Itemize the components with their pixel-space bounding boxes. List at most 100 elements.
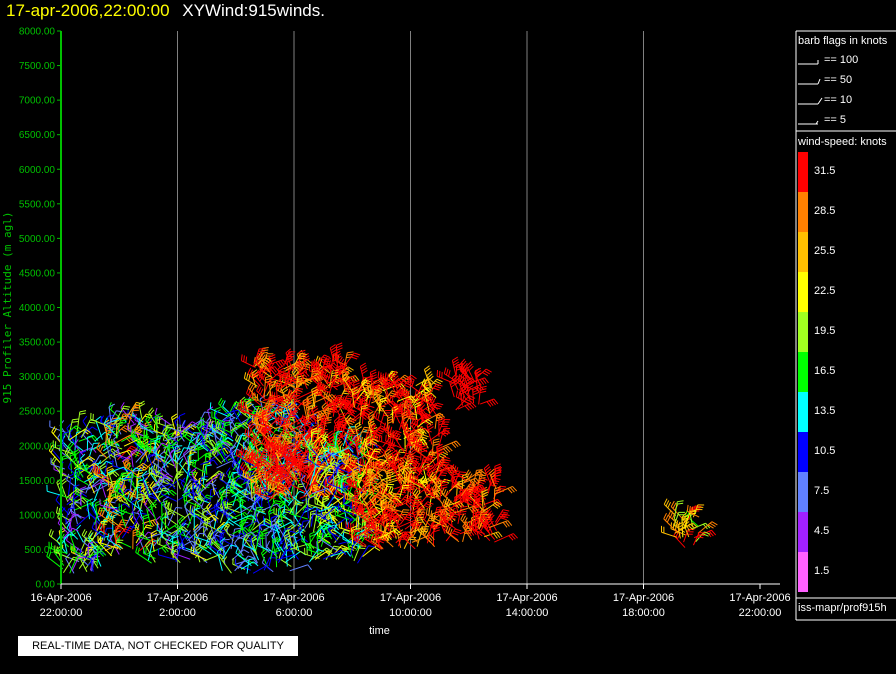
wind-barb-flag — [223, 491, 231, 494]
wind-barb-flag — [142, 462, 149, 468]
wind-barb-flag — [285, 376, 292, 381]
wind-barb — [167, 507, 177, 527]
wind-barb-flag — [294, 554, 299, 560]
wind-barb — [50, 463, 65, 470]
wind-barb — [74, 502, 93, 511]
wind-barb-flag — [331, 364, 337, 370]
wind-barb-flag — [261, 349, 269, 352]
wind-barb — [146, 508, 152, 526]
wind-barb — [268, 383, 273, 403]
wind-barb-flag — [211, 473, 218, 478]
wind-barb — [85, 476, 93, 494]
wind-barb-flag — [94, 466, 97, 474]
wind-barb-flag — [74, 451, 81, 456]
wind-barb-flag — [245, 535, 250, 542]
wind-barb-flag — [176, 524, 182, 529]
wind-barb-flag — [146, 413, 153, 417]
wind-barb-flag — [67, 461, 72, 468]
wind-barb-flag — [224, 441, 231, 446]
wind-barb-flag — [227, 512, 230, 519]
wind-barb-flag — [51, 426, 56, 433]
wind-barb-flag — [265, 518, 272, 523]
wind-barb-flag — [132, 528, 140, 532]
wind-barb-flag — [280, 360, 285, 366]
wind-barb — [53, 552, 65, 566]
wind-barb-flag — [338, 405, 345, 410]
wind-barb — [114, 489, 131, 502]
wind-barb-flag — [336, 344, 343, 349]
wind-barb — [176, 537, 185, 550]
wind-barb-flag — [70, 543, 72, 550]
wind-barb-flag — [107, 414, 115, 417]
wind-barb-flag — [144, 423, 152, 427]
wind-barb-flag — [117, 478, 122, 485]
wind-barb — [234, 406, 250, 419]
wind-barb-flag — [121, 417, 127, 423]
wind-barb — [245, 403, 251, 419]
wind-barb — [171, 417, 177, 436]
wind-barb-flag — [256, 371, 261, 378]
wind-barb — [270, 444, 279, 464]
wind-barb — [154, 413, 172, 426]
wind-barb — [69, 428, 86, 441]
wind-barb-flag — [199, 540, 202, 547]
wind-barb-flag — [163, 496, 169, 501]
wind-barb-flag — [161, 442, 169, 446]
wind-barb-flag — [196, 488, 201, 495]
wind-barb-flag — [207, 504, 213, 510]
wind-barb-flag — [142, 476, 149, 481]
wind-barb-flag — [206, 502, 211, 508]
wind-barb-flag — [183, 449, 189, 455]
wind-barb — [236, 433, 244, 449]
wind-barb-flag — [136, 401, 143, 405]
wind-barb-flag — [245, 488, 251, 494]
wind-barb-flag — [84, 463, 88, 470]
wind-barb — [227, 476, 243, 488]
wind-barb-flag — [180, 435, 185, 442]
wind-barb-flag — [192, 459, 195, 466]
wind-barb-flag — [215, 499, 219, 506]
wind-barb-flag — [109, 513, 113, 520]
wind-barb-flag — [214, 410, 219, 417]
wind-barb — [229, 490, 246, 503]
wind-barb — [160, 471, 174, 483]
wind-barb-flag — [183, 493, 190, 498]
wind-barb — [247, 387, 259, 400]
wind-barb-flag — [216, 502, 219, 509]
wind-barb-flag — [205, 496, 212, 500]
wind-barb-flag — [274, 382, 282, 385]
wind-barb-flag — [212, 447, 217, 454]
wind-barb-flag — [236, 435, 241, 442]
wind-barb-flag — [250, 505, 257, 511]
wind-barb-flag — [273, 403, 280, 408]
wind-barb-flag — [86, 546, 93, 549]
wind-barb-flag — [146, 416, 151, 423]
wind-barb-flag — [257, 463, 264, 467]
wind-barb-flag — [121, 428, 128, 433]
wind-barb — [190, 511, 206, 524]
wind-barb-flag — [91, 521, 95, 529]
wind-barb-flag — [72, 513, 79, 516]
wind-barb-flag — [161, 489, 169, 493]
wind-barb-flag — [174, 451, 182, 455]
wind-barb-flag — [158, 456, 165, 460]
wind-barb-flag — [109, 471, 115, 476]
wind-barb-flag — [299, 355, 306, 358]
wind-barb-flag — [352, 376, 358, 382]
wind-barb-flag — [189, 504, 192, 512]
wind-barb-flag — [246, 403, 253, 409]
wind-barb — [100, 504, 120, 512]
wind-barb-flag — [64, 447, 69, 454]
wind-barb-flag — [220, 440, 226, 446]
wind-barb-flag — [349, 380, 356, 384]
wind-barb-flag — [385, 434, 387, 442]
wind-barb — [286, 528, 301, 541]
wind-barb — [269, 475, 280, 493]
wind-barb-flag — [111, 417, 118, 420]
wind-barb-flag — [86, 549, 93, 551]
wind-barb-flag — [69, 529, 76, 535]
wind-barb-flag — [190, 424, 197, 429]
wind-barb — [87, 550, 102, 558]
wind-barb-flag — [246, 401, 252, 406]
wind-barb-flag — [219, 531, 226, 535]
